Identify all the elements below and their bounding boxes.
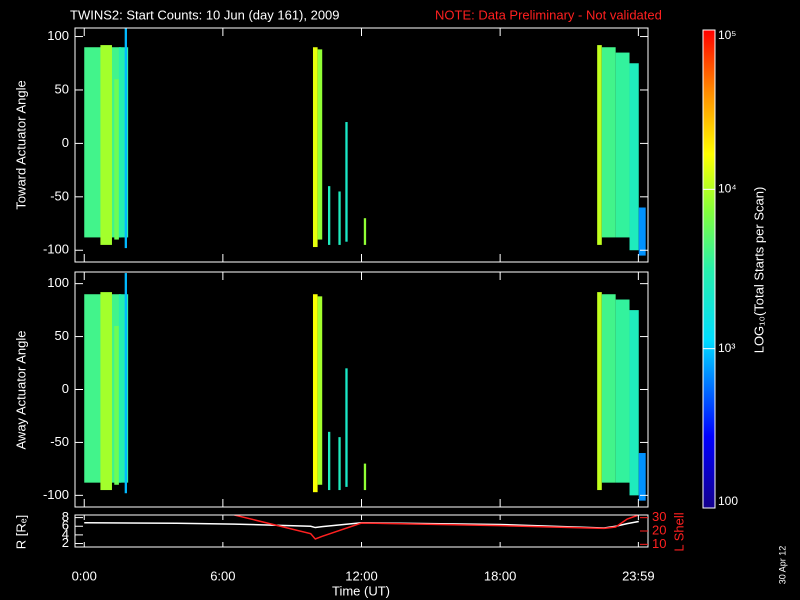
heatmap-cell	[638, 453, 646, 501]
y-tick-label: 0	[62, 381, 69, 396]
heatmap-cell	[312, 294, 318, 493]
y2-tick-label: 10	[652, 536, 666, 551]
heatmap-cell	[638, 207, 646, 256]
x-tick-label: 23:59	[622, 568, 655, 583]
plot-area	[84, 515, 640, 540]
plot-area	[84, 273, 646, 501]
heatmap-cell	[597, 292, 602, 491]
heatmap-cell	[338, 191, 341, 245]
y-tick-label: 50	[55, 81, 69, 96]
y-axis-label: Toward Actuator Angle	[13, 80, 28, 209]
x-tick-label: 12:00	[345, 568, 378, 583]
heatmap-cell	[601, 47, 616, 238]
colorbar-tick-label: 10⁴	[718, 182, 737, 196]
heatmap-cell	[363, 463, 367, 491]
heatmap-cell	[597, 45, 602, 245]
heatmap-cell	[114, 79, 119, 240]
x-tick-label: 6:00	[210, 568, 235, 583]
y-tick-label: -100	[43, 242, 69, 257]
plot-area	[84, 28, 646, 256]
y-tick-label: 50	[55, 328, 69, 343]
heatmap-cell	[615, 52, 630, 238]
heatmap-cell	[124, 28, 127, 249]
colorbar-tick-label: 10⁵	[718, 28, 736, 42]
y-tick-label: -50	[50, 188, 69, 203]
heatmap-cell	[601, 294, 616, 483]
y2-tick-label: 30	[652, 509, 666, 524]
y-tick-label: 6	[62, 518, 69, 533]
y-tick-label: 4	[62, 526, 69, 541]
heatmap-cell	[118, 47, 129, 238]
date-stamp: 30 Apr 12	[777, 546, 787, 585]
note: NOTE: Data Preliminary - Not validated	[435, 7, 662, 22]
y2-tick-label: 20	[652, 522, 666, 537]
y-axis-label: Away Actuator Angle	[13, 330, 28, 449]
y-tick-label: -50	[50, 434, 69, 449]
y-tick-label: 2	[62, 535, 69, 550]
heatmap-cell	[100, 292, 112, 491]
heatmap-cell	[615, 299, 630, 483]
heatmap-cell	[338, 437, 341, 491]
heatmap-cell	[327, 431, 331, 491]
heatmap-cell	[100, 45, 112, 245]
heatmap-cell	[345, 368, 348, 487]
heatmap-cell	[345, 122, 348, 242]
heatmap-cell	[114, 325, 119, 485]
y-tick-label: 100	[47, 275, 69, 290]
heatmap-cell	[124, 273, 127, 494]
colorbar-label: LOG₁₀(Total Starts per Scan)	[751, 187, 766, 354]
heatmap-cell	[629, 63, 639, 251]
colorbar-tick-label: 100	[718, 494, 738, 508]
heatmap-cell	[312, 47, 318, 248]
heatmap-cell	[118, 294, 129, 483]
heatmap-cell	[317, 296, 323, 485]
x-tick-label: 0:00	[72, 568, 97, 583]
line-series	[234, 515, 640, 540]
y-axis-label: R [Rₑ]	[13, 515, 28, 549]
y2-axis-label: L Shell	[671, 512, 686, 551]
heatmap-cell	[363, 218, 367, 245]
heatmap-cell	[317, 49, 323, 240]
chart-title: TWINS2: Start Counts: 10 Jun (day 161), …	[70, 7, 340, 22]
heatmap-cell	[629, 310, 639, 496]
heatmap-cell	[327, 186, 331, 245]
x-tick-label: 18:00	[484, 568, 517, 583]
y-tick-label: 8	[62, 509, 69, 524]
x-axis-label: Time (UT)	[332, 583, 390, 598]
y-tick-label: 0	[62, 135, 69, 150]
y-tick-label: -100	[43, 487, 69, 502]
colorbar-tick-label: 10³	[718, 341, 735, 355]
colorbar	[702, 29, 716, 509]
y-tick-label: 100	[47, 28, 69, 43]
